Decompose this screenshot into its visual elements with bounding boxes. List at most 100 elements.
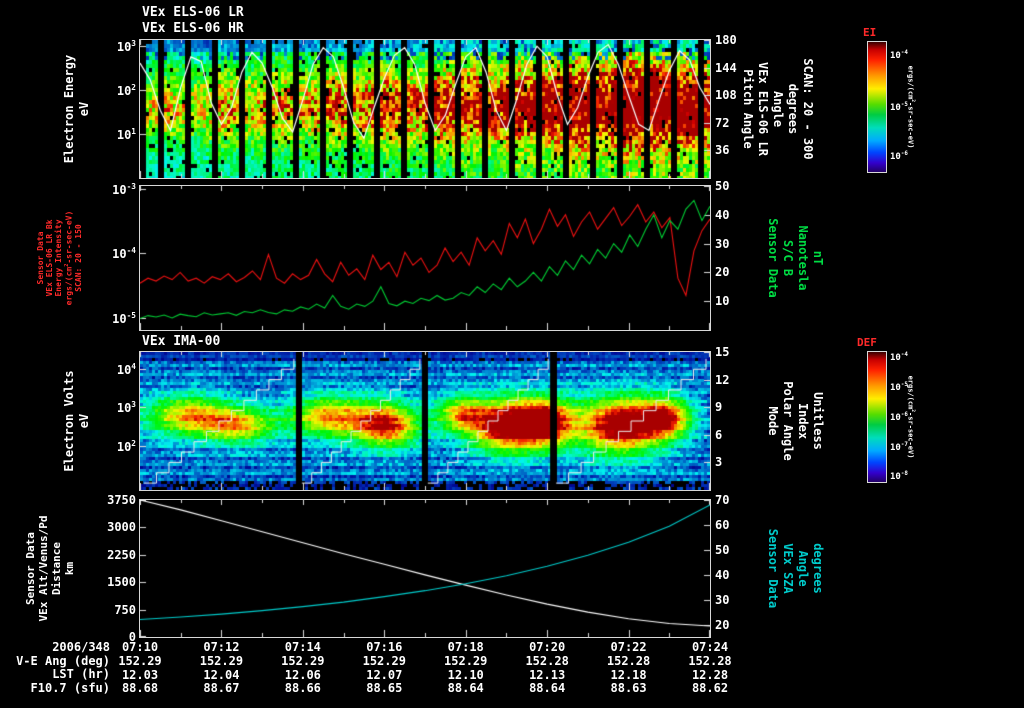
info-value: 88.68 xyxy=(121,681,159,695)
right-tick-label: 20 xyxy=(715,617,730,632)
axis-label-line: nT xyxy=(811,250,825,266)
colorbar-tick-label: 10-8 xyxy=(890,470,908,482)
right-tick-label: 50 xyxy=(715,542,730,557)
axis-label-line: VEx ELS-06 LR xyxy=(756,62,770,156)
intensity-bfield-line-canvas xyxy=(139,185,711,331)
info-value: 12.28 xyxy=(691,667,729,682)
info-row-label-veang: V-E Ang (deg) xyxy=(16,654,110,668)
axis-label-line: Angle xyxy=(796,550,810,587)
y-tick-label: 0 xyxy=(128,630,136,644)
info-row-label-f107: F10.7 (sfu) xyxy=(30,681,110,695)
info-value: 88.64 xyxy=(529,681,566,695)
right-tick-label: 70 xyxy=(715,493,730,507)
right-tick-label: 40 xyxy=(715,207,730,222)
axis-label-line: Electron Energy xyxy=(62,54,76,164)
right-tick-label: 108 xyxy=(715,88,737,103)
right-tick-label: 50 xyxy=(715,179,730,193)
y-tick-label: 104 xyxy=(116,361,136,377)
time-tick-label: 07:12 xyxy=(203,640,240,654)
right-tick-label: 12 xyxy=(715,372,730,387)
axis-label-line: km xyxy=(63,561,76,576)
axis-label-line: Distance xyxy=(50,542,63,595)
panel1-title-line1: VEx ELS-06 LR xyxy=(142,5,244,20)
colorbar-tick-label: 10-6 xyxy=(890,412,908,423)
y-tick-label: 10-4 xyxy=(112,245,136,261)
info-value: 152.29 xyxy=(199,654,244,668)
y-tick-label: 10-5 xyxy=(112,311,136,327)
axis-label-line: Unitless xyxy=(811,392,825,450)
info-value: 88.64 xyxy=(447,681,484,695)
axis-label-line: Sensor Data xyxy=(24,532,37,605)
info-value: 12.10 xyxy=(447,667,484,682)
axis-label-left: Sensor Data VEx Alt/Venus/Pd Distance km xyxy=(24,500,76,637)
axis-label-line: VEx Alt/Venus/Pd xyxy=(37,515,50,622)
y-tick-label: 10-3 xyxy=(112,181,136,197)
colorbar-def-title: DEF xyxy=(857,336,877,349)
info-value: 88.67 xyxy=(203,681,240,695)
right-tick-label: 40 xyxy=(715,567,730,582)
right-tick-label: 9 xyxy=(715,400,723,415)
info-value: 12.04 xyxy=(203,667,240,682)
axis-label-line: Sensor Data xyxy=(766,218,780,298)
time-tick-label: 07:24 xyxy=(691,640,729,654)
right-tick-label: 6 xyxy=(715,427,723,442)
info-value: 12.18 xyxy=(610,667,647,682)
info-row-label-lst: LST (hr) xyxy=(52,667,110,681)
axis-label-right: degrees Angle VEx SZA Sensor Data xyxy=(765,500,825,637)
info-value: 88.62 xyxy=(691,681,729,695)
axis-label-line: Mode xyxy=(766,406,780,436)
panel3-title: VEx IMA-00 xyxy=(142,334,221,349)
colorbar-tick-label: 10-5 xyxy=(890,102,908,113)
axis-label-line: degrees xyxy=(786,83,800,135)
axis-label-line: eV xyxy=(77,413,91,429)
info-value: 152.28 xyxy=(525,654,569,668)
info-value: 152.28 xyxy=(606,654,651,668)
right-tick-label: 72 xyxy=(715,115,730,130)
ima-spectrogram-canvas xyxy=(139,351,711,491)
y-tick-label: 103 xyxy=(116,38,136,54)
info-value: 152.29 xyxy=(118,654,162,668)
axis-label-right: nT Nanotesla S/C B Sensor Data xyxy=(765,186,825,330)
right-tick-label: 60 xyxy=(715,517,730,532)
info-value: 88.66 xyxy=(284,681,321,695)
axis-label-line: VEx ELS-06 LR Bk xyxy=(45,219,54,297)
colorbar-ei-title: EI xyxy=(863,26,877,39)
time-tick-label: 07:22 xyxy=(610,640,647,654)
axis-label-right: Unitless Index Polar Angle Mode xyxy=(765,352,825,490)
y-tick-label: 3000 xyxy=(107,520,136,535)
y-tick-label: 3750 xyxy=(107,493,136,507)
axis-label-line: Polar Angle xyxy=(781,381,795,461)
time-tick-label: 07:14 xyxy=(284,640,321,654)
axis-label-line: SCAN: 20 - 150 xyxy=(73,224,83,292)
info-value: 12.06 xyxy=(284,667,321,682)
panel1-title-line2: VEx ELS-06 HR xyxy=(142,21,244,36)
colorbar-tick-label: 10-4 xyxy=(890,50,908,61)
y-tick-label: 2250 xyxy=(107,547,136,562)
axis-label-left: Electron Volts eV xyxy=(62,352,92,490)
time-tick-label: 07:16 xyxy=(366,640,403,654)
colorbar-units-label: ergs/(cm2-sr-sec-eV) xyxy=(906,375,915,459)
altitude-sza-line-canvas xyxy=(139,499,711,638)
colorbar-ei xyxy=(867,41,887,173)
right-tick-label: 15 xyxy=(715,345,730,359)
axis-label-left: Electron Energy eV xyxy=(62,40,92,178)
date-label: 2006/348 xyxy=(52,640,110,654)
time-tick-label: 07:10 xyxy=(121,640,159,654)
axis-label-line: SCAN: 20 - 300 xyxy=(801,58,815,160)
right-tick-label: 30 xyxy=(715,236,730,251)
axis-label-line: Index xyxy=(796,402,810,440)
axis-label-line: Energy Intensity xyxy=(54,219,63,297)
info-value: 152.29 xyxy=(281,654,325,668)
info-value: 152.29 xyxy=(444,654,488,668)
axis-label-line: S/C B xyxy=(781,239,795,277)
axis-label-line: VEx SZA xyxy=(781,543,795,594)
right-tick-label: 20 xyxy=(715,265,730,280)
right-tick-label: 36 xyxy=(715,143,730,158)
colorbar-units-label: ergs/(cm2-sr-sec-eV) xyxy=(906,65,915,149)
colorbar-def xyxy=(867,351,887,483)
y-tick-label: 101 xyxy=(116,126,136,142)
axis-label-line: ergs/(cm2-sr-sec-eV) xyxy=(64,210,74,306)
right-tick-label: 10 xyxy=(715,294,730,309)
time-tick-label: 07:20 xyxy=(529,640,566,654)
